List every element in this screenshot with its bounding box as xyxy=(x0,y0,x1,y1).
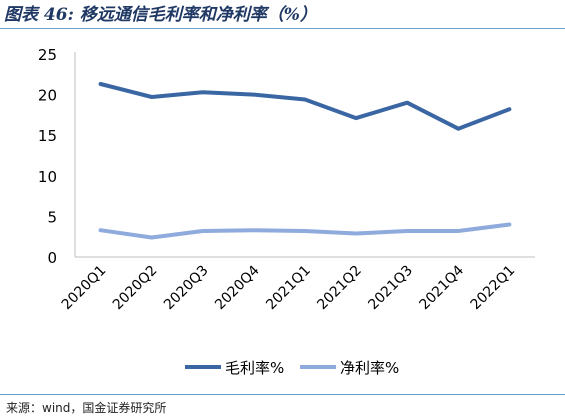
y-tick-label: 5 xyxy=(47,208,57,226)
chart-title: 图表 46: 移远通信毛利率和净利率（%） xyxy=(4,5,317,25)
y-tick-label: 20 xyxy=(38,87,57,105)
series-line-1 xyxy=(98,82,512,131)
legend: 毛利率% 净利率% xyxy=(185,359,399,377)
y-axis: 0 5 10 15 20 25 xyxy=(38,46,76,267)
x-tick-label: 2021Q4 xyxy=(417,262,468,313)
series-lines xyxy=(98,82,512,240)
y-tick-label: 25 xyxy=(38,46,57,64)
x-tick-label: 2021Q2 xyxy=(314,263,365,314)
x-tick-label: 2020Q3 xyxy=(161,263,212,314)
x-tick-label: 2022Q1 xyxy=(468,263,519,314)
legend-label: 净利率% xyxy=(340,359,399,377)
x-tick-label: 2020Q4 xyxy=(212,262,263,313)
y-tick-label: 15 xyxy=(38,127,57,145)
x-tick-label: 2020Q1 xyxy=(59,263,110,314)
x-tick-label: 2021Q3 xyxy=(365,263,416,314)
x-axis: 2020Q1 2020Q2 2020Q3 2020Q4 2021Q1 2021Q2 2021… xyxy=(59,256,535,314)
y-tick-label: 0 xyxy=(47,249,57,267)
y-tick-label: 10 xyxy=(38,168,57,186)
source-note: 来源：wind，国金证券研究所 xyxy=(6,401,167,415)
title-divider xyxy=(0,28,565,29)
series-line-2 xyxy=(98,222,512,240)
x-tick-label: 2021Q1 xyxy=(263,263,314,314)
footer-divider xyxy=(0,394,565,395)
legend-label: 毛利率% xyxy=(225,359,284,377)
x-tick-label: 2020Q2 xyxy=(110,263,161,314)
